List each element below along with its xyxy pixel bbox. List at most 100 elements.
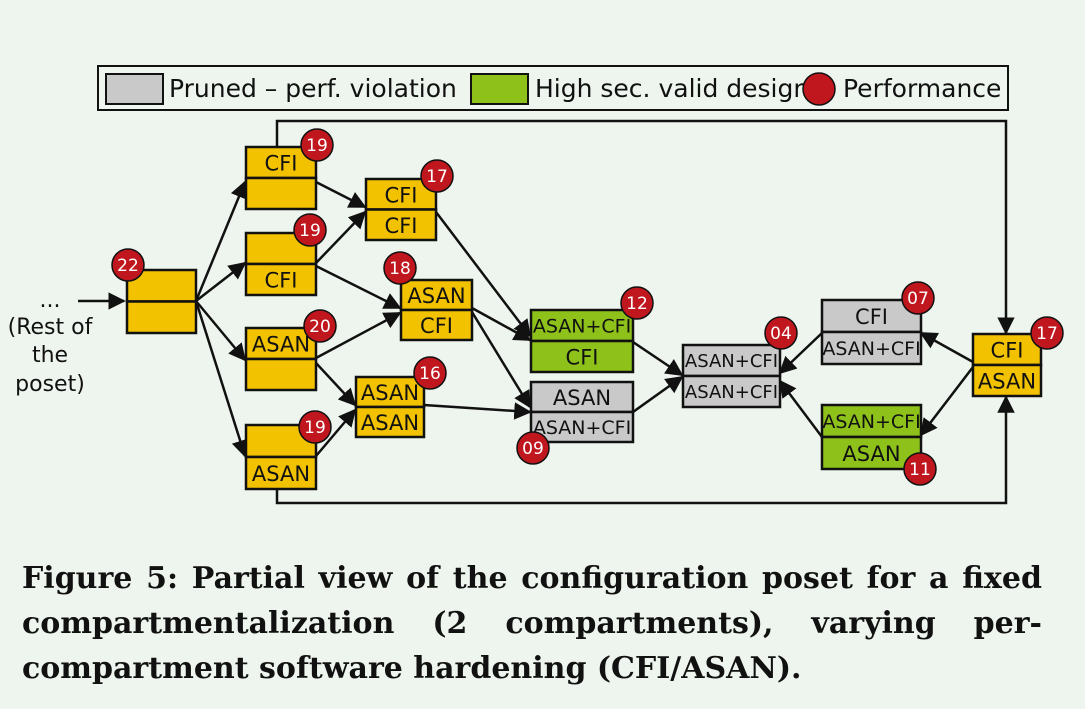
performance-value: 09 <box>522 439 544 459</box>
performance-value: 22 <box>117 256 139 276</box>
edge-22-to-a <box>194 180 248 302</box>
performance-badge-circle <box>620 286 654 320</box>
node-bottom-label: ASAN <box>252 462 310 486</box>
performance-value: 17 <box>426 167 448 187</box>
performance-badge-circle <box>303 309 337 343</box>
poset-node: CFI 19 <box>244 128 334 211</box>
node-top-label: CFI <box>855 305 888 329</box>
performance-badge-circle <box>516 431 550 465</box>
performance-badge: 07 <box>901 281 935 315</box>
edge-a-to-m-top <box>275 119 1015 335</box>
performance-value: 11 <box>909 460 931 480</box>
poset-node: ASAN+CFI CFI 12 <box>529 286 654 374</box>
legend-label-valid: High sec. valid design <box>535 74 809 103</box>
node-top-label: ASAN <box>361 381 419 405</box>
legend-label-pruned: Pruned – perf. violation <box>169 74 457 103</box>
node-bottom-cell <box>529 410 635 444</box>
performance-badge: 16 <box>413 356 447 390</box>
edge-e-to-h <box>435 211 532 338</box>
node-bottom-label: CFI <box>265 269 298 293</box>
node-top-label: CFI <box>991 339 1024 363</box>
poset-node: ASAN+CFI ASAN+CFI 04 <box>681 316 798 409</box>
edge-k-to-j <box>778 332 823 375</box>
edge-d-to-g <box>315 408 357 457</box>
performance-badge: 09 <box>516 431 550 465</box>
node-top-label: ASAN+CFI <box>685 351 778 372</box>
edge-d-to-m-bottom <box>275 395 1015 505</box>
legend-label-performance: Performance <box>843 74 1001 103</box>
poset-node: CFI 19 <box>244 213 327 297</box>
performance-value: 17 <box>1036 324 1058 344</box>
node-top-cell <box>244 326 318 361</box>
poset-node: 22 <box>111 248 198 335</box>
node-top-label: CFI <box>265 152 298 176</box>
node-bottom-label: ASAN <box>842 442 900 466</box>
node-bottom-label: CFI <box>385 214 418 238</box>
edge-a-to-e <box>315 180 367 209</box>
poset-node: CFI ASAN+CFI 07 <box>820 281 935 366</box>
node-bottom-cell <box>820 330 923 366</box>
node-top-cell <box>354 375 426 409</box>
edge-c-to-f <box>315 311 402 360</box>
node-bottom-label: ASAN+CFI <box>533 417 631 439</box>
node-bottom-cell <box>681 374 782 409</box>
node-bottom-cell <box>244 455 318 491</box>
edge-l-to-j <box>778 379 823 438</box>
node-bottom-label: ASAN+CFI <box>685 382 778 403</box>
node-top-label: CFI <box>385 183 418 207</box>
poset-node: ASAN CFI 18 <box>383 251 474 342</box>
edge-g-to-i <box>423 402 532 420</box>
node-bottom-cell <box>971 363 1043 398</box>
poset-node: CFI ASAN 17 <box>971 316 1064 398</box>
legend-frame <box>97 65 1009 111</box>
performance-value: 04 <box>770 324 792 344</box>
performance-badge-circle <box>111 248 145 282</box>
performance-badge-circle <box>293 213 327 247</box>
node-bottom-label: ASAN <box>978 370 1036 394</box>
performance-badge: 17 <box>1030 316 1064 350</box>
performance-value: 19 <box>304 418 326 438</box>
legend: Pruned – perf. violation High sec. valid… <box>97 65 1009 111</box>
edge-22-to-b <box>195 261 247 302</box>
node-top-label: ASAN <box>407 284 465 308</box>
poset-node: CFI CFI 17 <box>364 159 454 242</box>
node-bottom-label: ASAN+CFI <box>822 338 920 360</box>
figure-caption: Figure 5: Partial view of the configurat… <box>22 561 1042 686</box>
rest-line-4: poset) <box>15 372 85 397</box>
performance-value: 20 <box>309 317 331 337</box>
edge-f-to-i <box>470 311 532 409</box>
edge-b-to-f <box>315 264 402 310</box>
performance-badge-circle <box>413 356 447 390</box>
node-top-label: ASAN+CFI <box>822 411 920 433</box>
legend-swatch-valid <box>470 73 529 105</box>
node-top-cell <box>820 403 923 439</box>
performance-value: 07 <box>907 289 929 309</box>
node-top-label: ASAN <box>252 333 310 357</box>
legend-performance-icon <box>802 72 836 106</box>
performance-badge-circle <box>298 410 332 444</box>
edge-c-to-g <box>315 362 357 407</box>
performance-value: 12 <box>626 294 648 314</box>
performance-badge: 19 <box>300 128 334 162</box>
performance-badge: 17 <box>420 159 454 193</box>
edge-b-to-e <box>315 210 367 264</box>
edge-i-to-j <box>632 375 684 414</box>
node-top-cell <box>681 343 782 378</box>
nodes: 22CFI19CFI19ASAN20ASAN19CFICFI17ASANCFI1… <box>111 128 1064 491</box>
edges <box>78 119 1015 505</box>
edge-h-to-j <box>632 340 684 377</box>
poset-node: ASAN+CFI ASAN 11 <box>820 403 937 486</box>
node-bottom-cell <box>244 357 318 392</box>
node-bottom-cell <box>244 262 318 297</box>
node-bottom-cell <box>354 405 426 439</box>
legend-swatch-pruned <box>105 73 164 105</box>
node-top-cell <box>399 278 474 312</box>
node-bottom-cell <box>125 300 198 335</box>
node-top-cell <box>529 380 635 414</box>
performance-badge: 20 <box>303 309 337 343</box>
performance-badge: 19 <box>293 213 327 247</box>
performance-badge-circle <box>1030 316 1064 350</box>
